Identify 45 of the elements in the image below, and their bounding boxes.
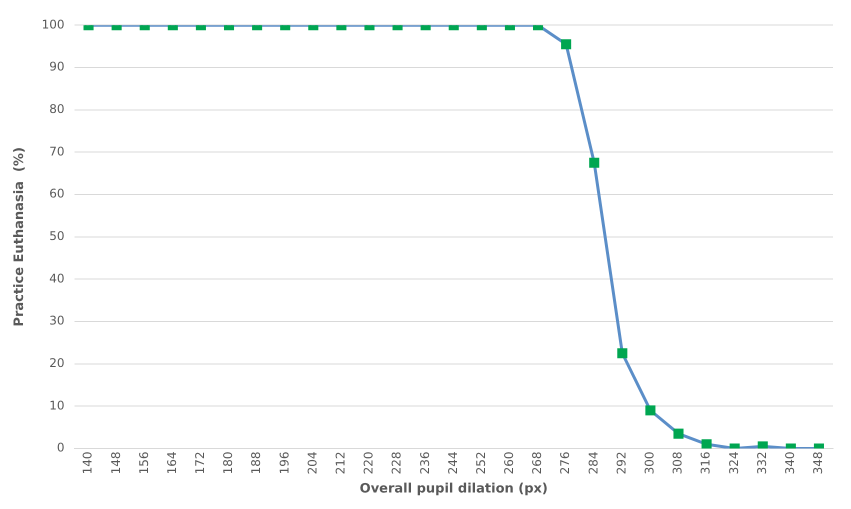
point xyxy=(617,348,628,358)
x-tick-label: 164 xyxy=(164,451,179,474)
x-tick-label: 292 xyxy=(614,451,628,474)
y-tick-label: 80 xyxy=(49,102,65,116)
x-tick-label: 324 xyxy=(726,451,741,474)
point xyxy=(758,441,768,448)
x-tick-label: 156 xyxy=(136,451,151,474)
y-axis-title: Practice Euthanasia (%) xyxy=(12,147,28,327)
x-tick-label: 244 xyxy=(446,451,460,474)
point xyxy=(645,405,656,416)
x-tick-label: 284 xyxy=(586,451,600,474)
x-tick-label: 204 xyxy=(305,451,320,474)
y-tick-label: 60 xyxy=(49,186,65,201)
x-tick-label: 228 xyxy=(390,451,404,474)
point xyxy=(702,439,712,448)
x-tick-label: 180 xyxy=(221,451,236,474)
x-tick-label: 236 xyxy=(418,451,432,474)
x-tick-label: 300 xyxy=(642,451,657,474)
x-tick-label: 252 xyxy=(474,451,488,474)
x-tick-label: 140 xyxy=(80,451,95,474)
y-tick-label: 90 xyxy=(49,60,65,74)
y-tick-label: 20 xyxy=(49,356,65,370)
y-tick-label: 100 xyxy=(42,17,65,32)
x-tick-label: 148 xyxy=(108,451,123,474)
y-tick-label: 50 xyxy=(49,228,65,243)
x-tick-label: 340 xyxy=(782,451,797,474)
x-tick-label: 188 xyxy=(249,451,264,474)
x-tick-label: 196 xyxy=(277,451,292,474)
x-tick-label: 172 xyxy=(193,451,208,474)
x-axis-title: Overall pupil dilation (px) xyxy=(360,482,548,497)
x-tick-label: 316 xyxy=(698,451,713,474)
y-tick-label: 40 xyxy=(49,271,65,286)
y-tick-label: 30 xyxy=(49,314,65,328)
x-tick-label: 220 xyxy=(362,451,376,474)
x-tick-label: 212 xyxy=(334,451,348,474)
y-tick-label: 0 xyxy=(56,440,65,455)
y-tick-label: 70 xyxy=(49,144,65,158)
y-tick-label: 10 xyxy=(49,398,65,412)
x-tick-label: 276 xyxy=(558,451,572,474)
x-tick-label: 260 xyxy=(502,451,516,474)
x-tick-label: 308 xyxy=(670,451,685,474)
point xyxy=(589,158,600,168)
x-tick-label: 348 xyxy=(811,451,826,474)
x-tick-label: 332 xyxy=(754,451,769,474)
x-tick-label: 268 xyxy=(530,451,544,474)
